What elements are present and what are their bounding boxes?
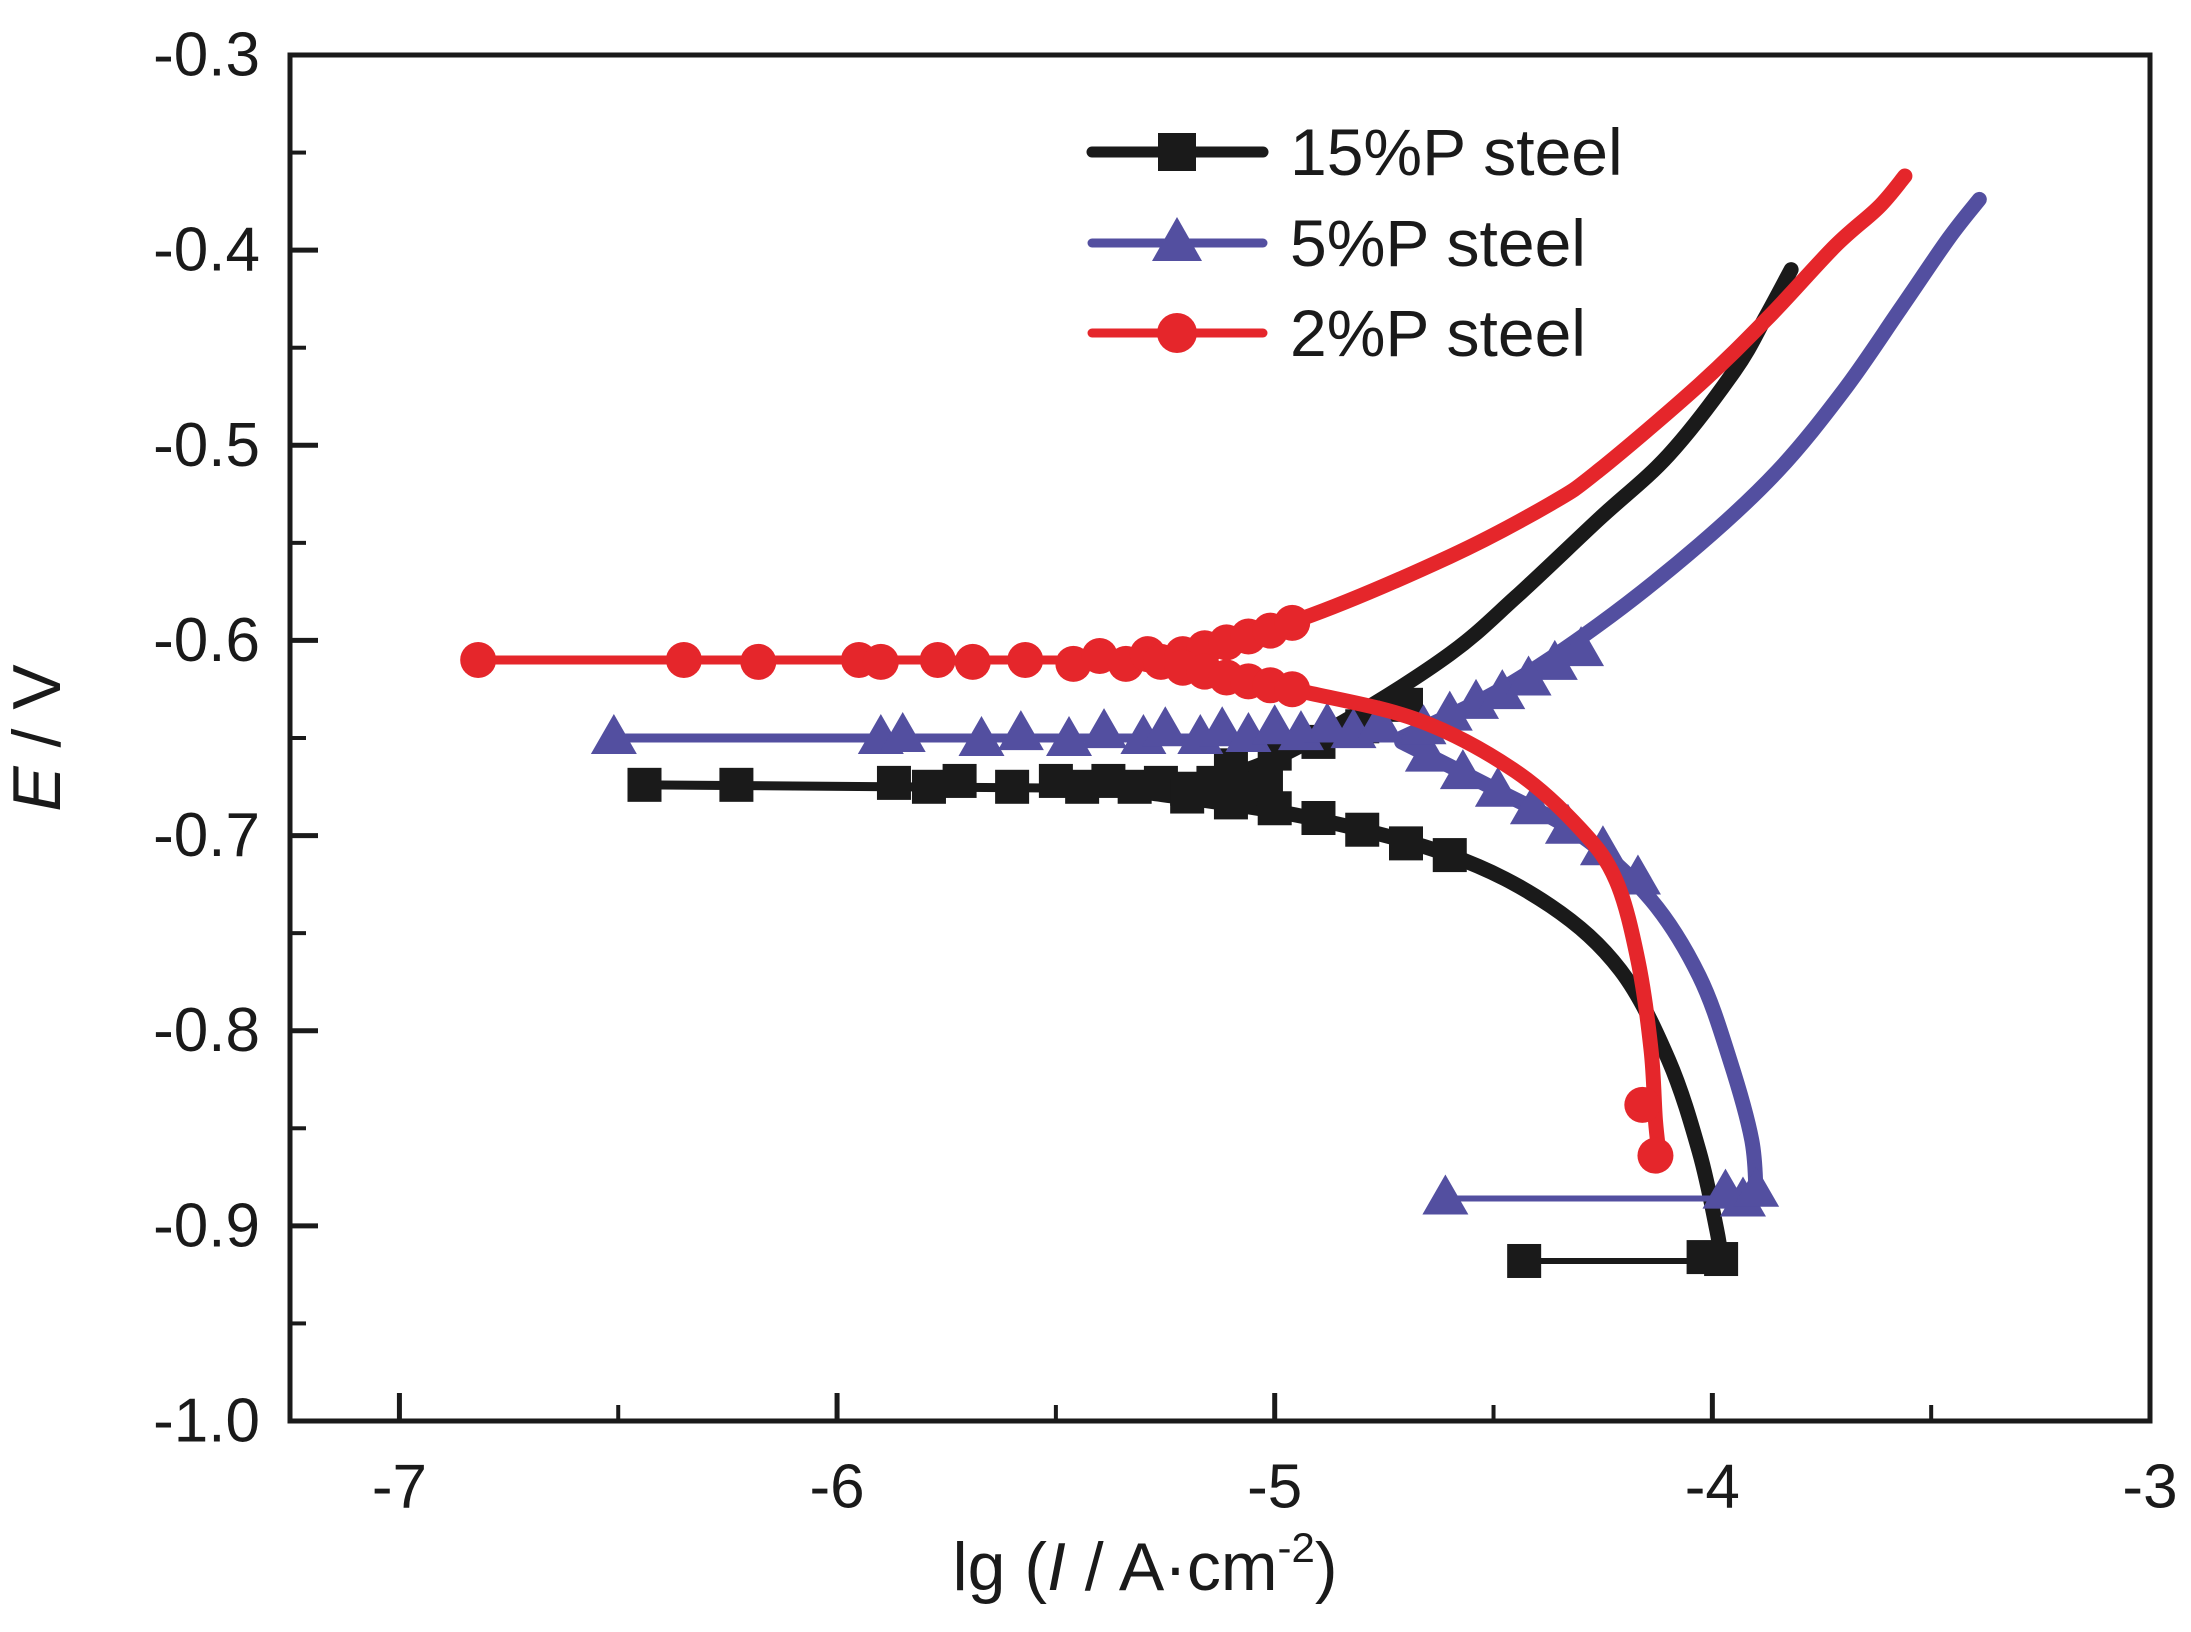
data-marker-triangle [1531, 639, 1578, 680]
data-marker-triangle [1558, 626, 1605, 667]
legend: 15%P steel 5%P steel 2%P steel [1086, 115, 1623, 370]
x-tick-label: -3 [2122, 1453, 2177, 1522]
data-marker-triangle [1479, 669, 1526, 710]
y-tick-label: -1.0 [153, 1387, 260, 1456]
data-marker-triangle [1614, 854, 1661, 895]
data-marker-triangle [1439, 749, 1486, 790]
data-marker-square [1170, 779, 1205, 814]
series-15-p-steel [627, 262, 1799, 1278]
data-marker-triangle [1046, 715, 1093, 756]
series-5-p-steel [590, 191, 1987, 1217]
cathodic-branch [1153, 654, 1668, 1168]
data-marker-circle [1007, 641, 1044, 678]
data-marker-triangle [1505, 655, 1552, 696]
series-2-p-steel [460, 168, 1913, 1174]
data-marker-square [1257, 791, 1292, 826]
y-axis: -0.3 -0.4 -0.5 -0.6 -0.7 -0.8 -0.9 -1.0 [153, 21, 318, 1456]
data-marker-circle [1637, 1137, 1674, 1174]
x-tick-label: -4 [1685, 1453, 1740, 1522]
y-tick-label: -0.6 [153, 606, 260, 675]
y-tick-label: -0.7 [153, 801, 260, 870]
data-marker-circle [862, 643, 899, 680]
cathodic-branch [1394, 734, 1764, 1205]
x-tick-label: -5 [1247, 1453, 1302, 1522]
anodic-branch [1153, 168, 1913, 668]
data-marker-square [1301, 801, 1336, 836]
data-marker-triangle [1509, 784, 1556, 825]
anodic-branch [1394, 191, 1987, 746]
y-tick-label: -0.3 [153, 21, 260, 90]
data-marker-circle [665, 641, 702, 678]
data-marker-square [1389, 826, 1423, 861]
data-marker-square [1704, 1242, 1739, 1277]
data-marker-triangle [879, 712, 926, 753]
data-marker-triangle [1081, 708, 1128, 749]
y-tick-label: -0.8 [153, 996, 260, 1065]
data-marker-triangle [1404, 731, 1451, 772]
data-marker-circle [954, 643, 991, 680]
data-marker-triangle [1304, 702, 1351, 743]
data-marker-square [1345, 812, 1380, 847]
data-marker-triangle [1356, 700, 1403, 741]
data-marker-circle [740, 643, 777, 680]
data-marker-circle [919, 641, 956, 678]
data-marker-square [995, 769, 1030, 804]
legend-marker-circle [1157, 313, 1197, 353]
y-tick-label: -0.9 [153, 1191, 260, 1260]
data-marker-triangle [1474, 766, 1521, 807]
data-marker-triangle [1422, 1174, 1469, 1215]
data-marker-triangle [958, 715, 1005, 756]
data-marker-square [911, 769, 946, 804]
y-axis-title: E / V [0, 664, 75, 812]
data-marker-triangle [1199, 706, 1246, 747]
legend-label: 15%P steel [1290, 115, 1623, 189]
data-marker-square [876, 765, 911, 800]
x-axis-title: lg (I / A·cm-2) [953, 1524, 1338, 1605]
legend-label: 2%P steel [1290, 296, 1586, 370]
legend-entry-5-p-steel: 5%P steel [1087, 206, 1586, 280]
data-marker-square [1507, 1243, 1542, 1278]
data-marker-triangle [1251, 704, 1298, 745]
data-marker-square [1213, 785, 1248, 820]
data-marker-square [719, 767, 754, 802]
data-marker-triangle [590, 714, 637, 754]
data-marker-square [942, 763, 977, 798]
data-marker-circle [1274, 671, 1311, 708]
data-marker-triangle [1142, 706, 1189, 747]
data-marker-square [1432, 838, 1467, 873]
data-marker-circle [1624, 1086, 1661, 1123]
x-tick-label: -7 [372, 1453, 427, 1522]
legend-marker-triangle [1152, 217, 1202, 261]
legend-marker-square [1158, 133, 1196, 171]
legend-label: 5%P steel [1290, 206, 1586, 280]
data-marker-triangle [997, 710, 1044, 751]
y-tick-label: -0.4 [153, 216, 260, 285]
x-tick-label: -6 [809, 1453, 864, 1522]
data-marker-square [627, 767, 662, 802]
x-axis: -7 -6 -5 -4 -3 [372, 1393, 2178, 1522]
legend-entry-2-p-steel: 2%P steel [1087, 296, 1586, 370]
data-marker-circle [460, 641, 497, 678]
data-marker-circle [1274, 604, 1311, 641]
data-marker-triangle [1733, 1166, 1780, 1207]
y-tick-label: -0.5 [153, 411, 260, 480]
legend-entry-15-p-steel: 15%P steel [1086, 115, 1623, 189]
